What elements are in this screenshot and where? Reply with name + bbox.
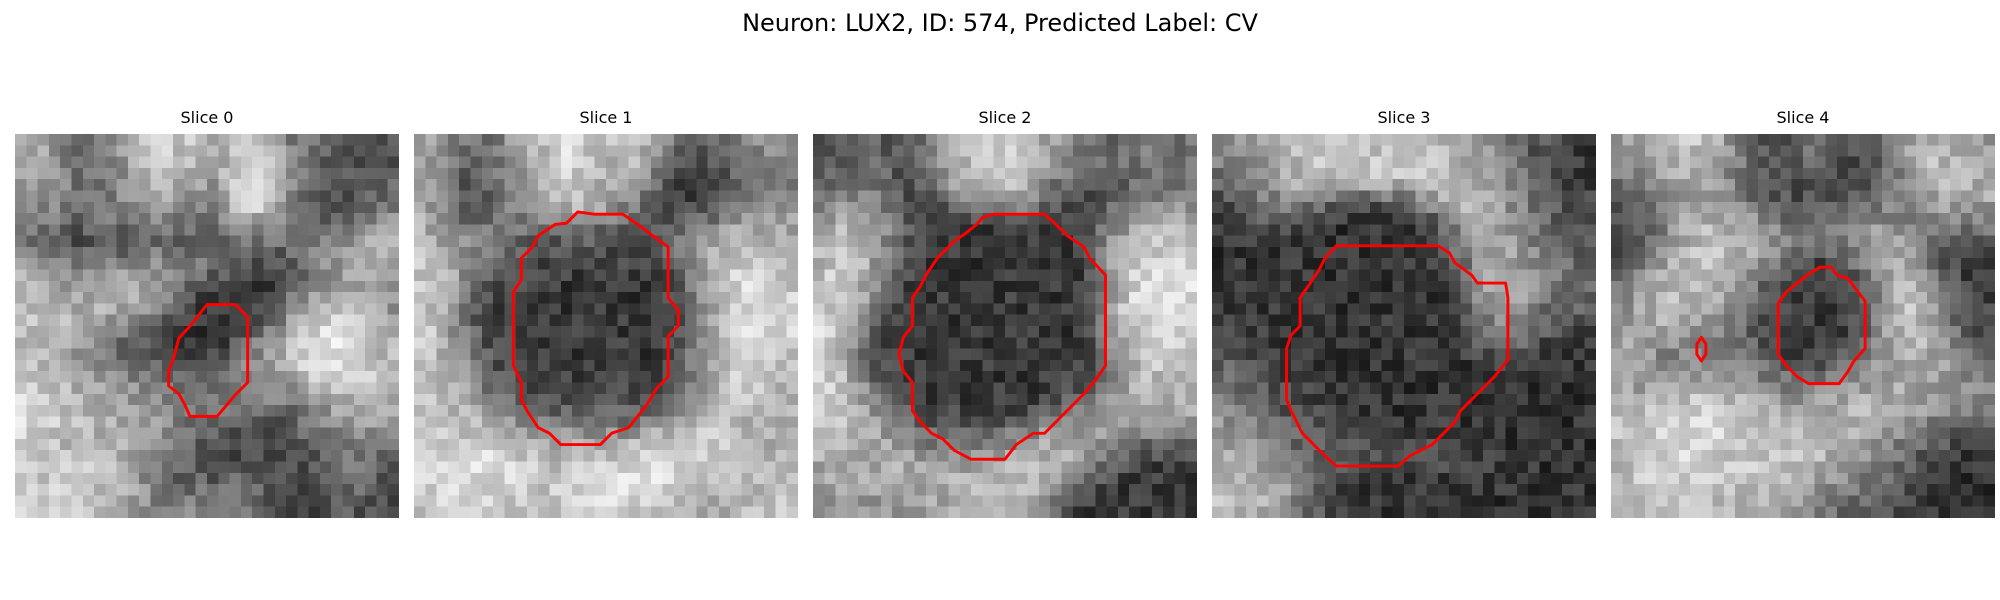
pixel-grid xyxy=(1212,134,1596,518)
pixel-grid xyxy=(414,134,798,518)
slice-title-1: Slice 1 xyxy=(579,108,633,127)
slice-title-3: Slice 3 xyxy=(1377,108,1431,127)
pixel-grid xyxy=(15,134,399,518)
slice-image-3 xyxy=(1212,134,1596,518)
slice-title-4: Slice 4 xyxy=(1776,108,1830,127)
slice-image-0 xyxy=(15,134,399,518)
slice-image-2 xyxy=(813,134,1197,518)
roi-contour-1 xyxy=(1695,335,1708,363)
slice-title-0: Slice 0 xyxy=(180,108,234,127)
roi-contour-0 xyxy=(511,210,680,447)
slice-image-4 xyxy=(1611,134,1995,518)
slice-panel-1: Slice 1 xyxy=(414,108,798,518)
roi-contour-0 xyxy=(1776,265,1867,386)
pixel-grid xyxy=(813,134,1197,518)
slice-title-2: Slice 2 xyxy=(978,108,1032,127)
slice-panel-2: Slice 2 xyxy=(813,108,1197,518)
slice-image-1 xyxy=(414,134,798,518)
figure-title: Neuron: LUX2, ID: 574, Predicted Label: … xyxy=(742,9,1258,37)
roi-contour-0 xyxy=(167,303,250,418)
slice-panel-4: Slice 4 xyxy=(1611,108,1995,518)
roi-contour-0 xyxy=(897,212,1107,461)
pixel-grid xyxy=(1611,134,1995,518)
roi-contour-0 xyxy=(1285,244,1510,468)
slice-panel-3: Slice 3 xyxy=(1212,108,1596,518)
slice-panel-0: Slice 0 xyxy=(15,108,399,518)
